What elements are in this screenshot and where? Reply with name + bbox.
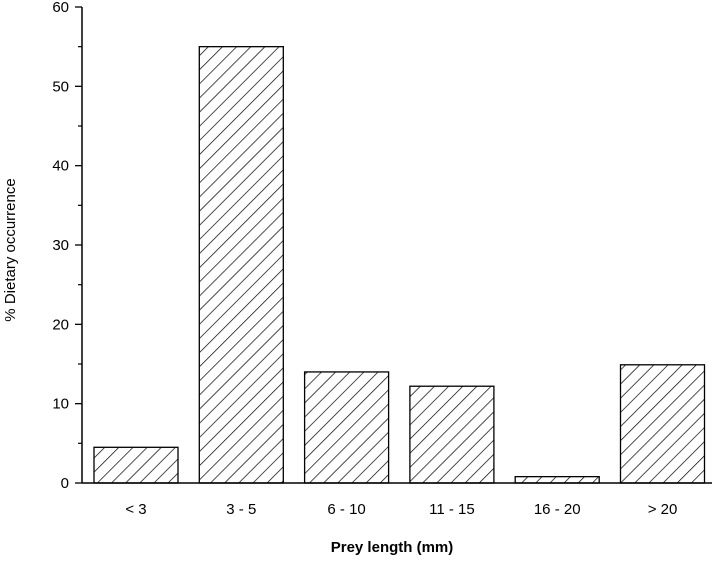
bars-layer	[93, 46, 706, 484]
x-tick-label: < 3	[125, 501, 146, 518]
y-tick-label: 60	[52, 0, 69, 16]
y-tick-label: 30	[52, 237, 69, 254]
y-tick-label: 10	[52, 396, 69, 413]
x-tick-label: > 20	[648, 501, 678, 518]
labels-layer: % Dietary occurrence Prey length (mm) < …	[2, 0, 677, 556]
y-tick-label: 20	[52, 316, 69, 333]
y-tick-label: 0	[61, 475, 69, 492]
axes-layer	[75, 6, 712, 484]
bar-rect	[619, 364, 706, 484]
bar	[409, 385, 495, 484]
bar	[619, 364, 706, 484]
bar-rect	[198, 46, 284, 484]
y-tick-label: 40	[52, 158, 69, 175]
x-tick-label: 6 - 10	[327, 501, 365, 518]
x-tick-label: 11 - 15	[429, 501, 475, 518]
bar	[303, 371, 390, 484]
x-axis-title: Prey length (mm)	[331, 539, 454, 556]
x-tick-label: 16 - 20	[534, 501, 581, 518]
bar	[514, 476, 600, 484]
x-tick-label: 3 - 5	[226, 501, 256, 518]
bar-rect	[93, 446, 179, 484]
bar-rect	[514, 476, 600, 484]
y-axis-title: % Dietary occurrence	[2, 178, 19, 321]
y-tick-label: 50	[52, 78, 69, 95]
bar-rect	[303, 371, 390, 484]
bar	[93, 446, 179, 484]
bar-rect	[409, 385, 495, 484]
bar	[198, 46, 284, 484]
